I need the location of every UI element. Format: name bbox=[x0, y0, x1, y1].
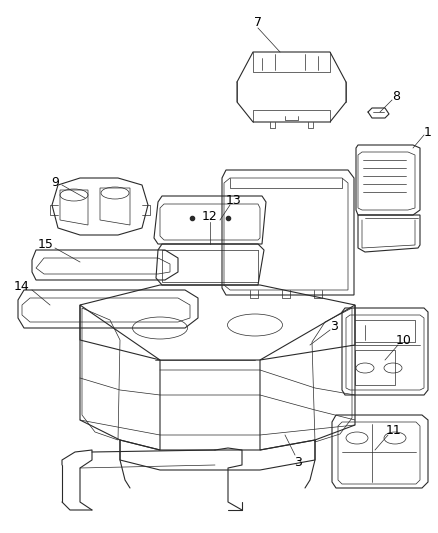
Text: 3: 3 bbox=[294, 456, 302, 469]
Text: 7: 7 bbox=[254, 15, 262, 28]
Text: 14: 14 bbox=[14, 279, 30, 293]
Text: 12: 12 bbox=[202, 209, 218, 222]
Text: 3: 3 bbox=[330, 319, 338, 333]
Text: 15: 15 bbox=[38, 238, 54, 251]
Text: 11: 11 bbox=[386, 424, 402, 437]
Text: 9: 9 bbox=[51, 175, 59, 189]
Text: 8: 8 bbox=[392, 90, 400, 102]
Text: 1: 1 bbox=[424, 125, 432, 139]
Text: 10: 10 bbox=[396, 334, 412, 346]
Text: 13: 13 bbox=[226, 193, 242, 206]
